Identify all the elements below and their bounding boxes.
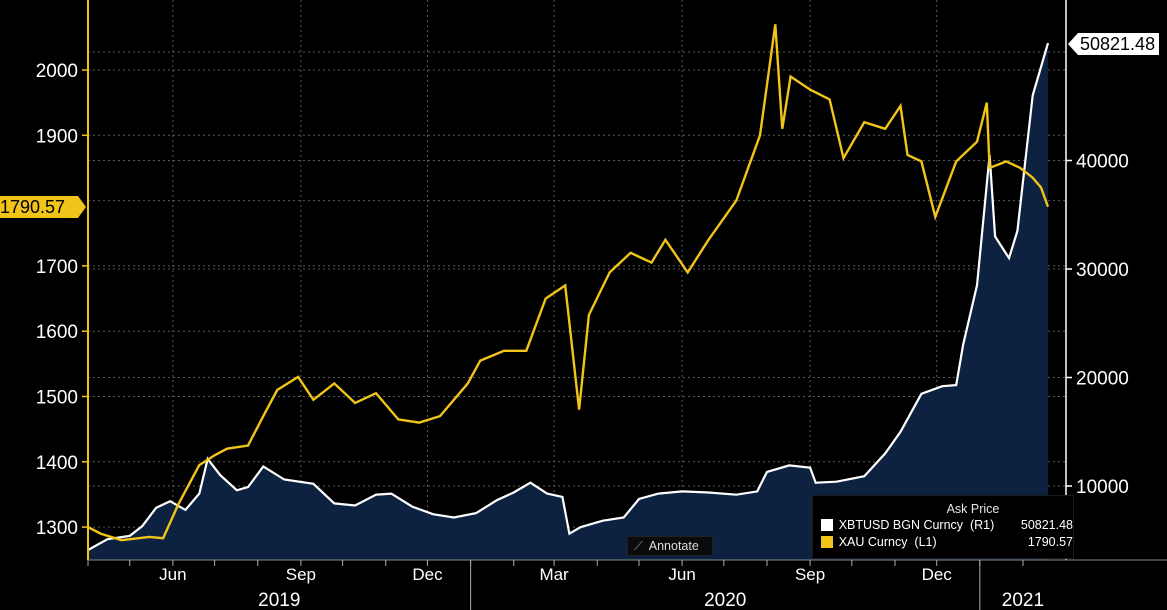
- annotate-button[interactable]: ⟋ Annotate: [627, 536, 713, 556]
- legend-swatch-btc: [821, 518, 833, 531]
- legend-swatch-gold: [821, 535, 833, 548]
- year-label: 2021: [1002, 590, 1044, 610]
- x-tick-label: Dec: [412, 565, 443, 584]
- grid-lines: [88, 0, 1066, 560]
- left-tick-label: 1400: [36, 453, 78, 474]
- x-tick-label: Jun: [159, 565, 186, 584]
- year-label: 2020: [704, 590, 746, 610]
- left-tick-label: 1700: [36, 257, 78, 278]
- x-tick-label: Jun: [668, 565, 695, 584]
- left-tick-label: 2000: [36, 61, 78, 82]
- legend-title: Ask Price: [946, 502, 1000, 516]
- annotate-label: Annotate: [648, 539, 699, 553]
- gold-last-value-label: 1790.57: [0, 196, 86, 218]
- left-tick-label: 1600: [36, 322, 78, 343]
- x-tick-label: Dec: [922, 565, 953, 584]
- year-label: 2019: [258, 590, 300, 610]
- legend-name-btc: XBTUSD BGN Curncy (R1): [838, 517, 995, 532]
- right-tick-label: 20000: [1076, 369, 1129, 390]
- legend-name-gold: XAU Curncy (L1): [838, 534, 937, 549]
- right-tick-label: 10000: [1076, 477, 1129, 498]
- legend: Ask Price XBTUSD BGN Curncy (R1) 50821.4…: [812, 495, 1074, 559]
- x-tick-label: Mar: [539, 565, 569, 584]
- x-tick-label: Sep: [286, 565, 316, 584]
- right-tick-label: 30000: [1076, 260, 1129, 281]
- legend-value-btc: 50821.48: [1020, 517, 1074, 532]
- left-tick-label: 1900: [36, 126, 78, 147]
- legend-entry-gold: XAU Curncy (L1) 1790.57: [813, 533, 1073, 550]
- btc-last-value-label: 50821.48: [1068, 33, 1160, 55]
- axes: 1300 1400 1500 1600 1700 1900 2000 10000 20000 30…: [36, 0, 1167, 610]
- left-tick-label: 1300: [36, 518, 78, 539]
- right-tick-label: 40000: [1076, 152, 1129, 173]
- legend-value-gold: 1790.57: [1027, 534, 1074, 549]
- legend-entry-btc: XBTUSD BGN Curncy (R1) 50821.48: [813, 516, 1073, 533]
- pencil-icon: ⟋: [634, 538, 643, 553]
- x-tick-label: Sep: [795, 565, 825, 584]
- left-tick-label: 1500: [36, 388, 78, 409]
- btc-line: [87, 42, 1050, 551]
- gold-line: [87, 24, 1050, 542]
